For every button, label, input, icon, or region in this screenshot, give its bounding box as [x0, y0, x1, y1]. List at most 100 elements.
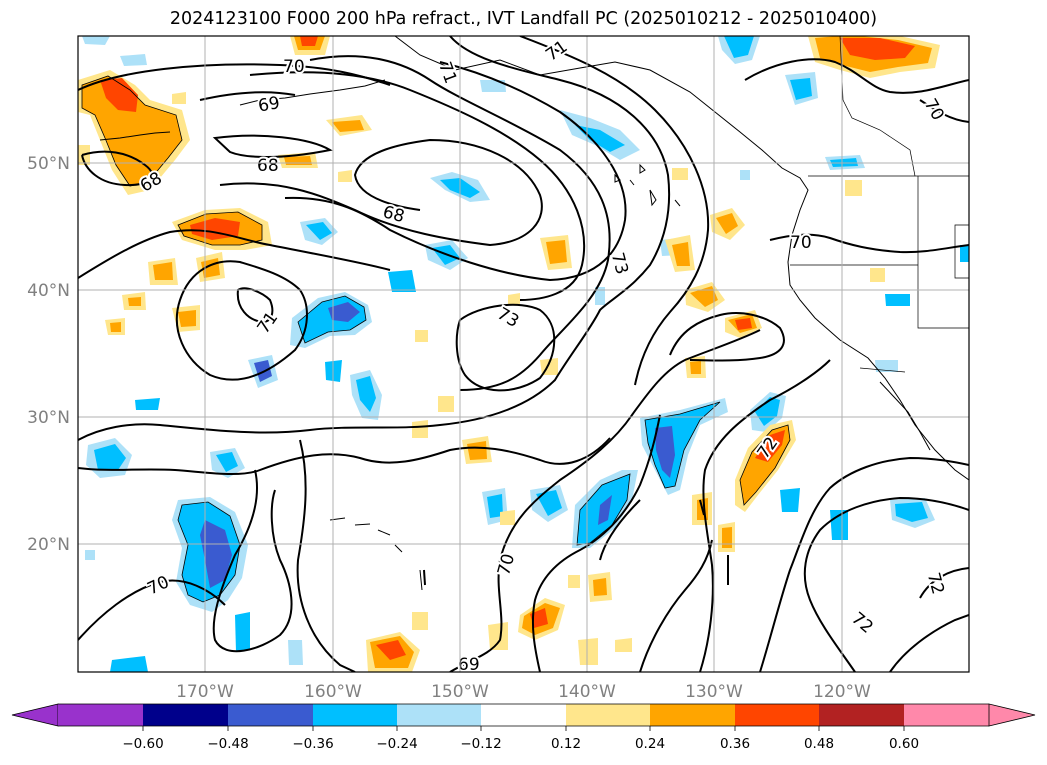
contour-label: 68 [257, 156, 279, 176]
contour-line [889, 614, 969, 672]
pos-shade-region [690, 286, 718, 307]
pos-shade-region [508, 293, 520, 305]
contour-line [296, 439, 356, 672]
coastline [239, 79, 386, 106]
pos-shade-region [500, 510, 515, 525]
neg-shade-region [120, 54, 147, 66]
pos-shade-region [153, 262, 173, 280]
longitude-labels: 170°W 160°W 150°W 140°W 130°W 120°W [176, 682, 871, 702]
pos-shade-region [172, 92, 186, 104]
neg-shade-region [755, 397, 780, 426]
pos-shade-region [672, 242, 690, 266]
lat-tick-label: 20°N [27, 535, 70, 555]
colorbar-tick-label: −0.60 [122, 736, 163, 752]
contour-line [78, 579, 226, 641]
coastline [99, 131, 171, 141]
contour-line [599, 499, 641, 561]
colorbar-tick-label: 0.24 [635, 736, 665, 752]
neg-shade-region [216, 452, 238, 472]
neg-shade-region [388, 270, 416, 292]
pos-shade-region [438, 396, 454, 412]
latitude-labels: 20°N 30°N 40°N 50°N [27, 154, 70, 555]
neg-shade-region [780, 488, 800, 512]
neg-shade-region [328, 302, 360, 322]
pos-shade-region [338, 170, 352, 182]
colorbar-tick-labels: −0.60 −0.48 −0.36 −0.24 −0.12 0.12 0.24 … [122, 736, 919, 752]
colorbar-tick-label: −0.36 [292, 736, 333, 752]
contours [78, 36, 969, 672]
colorbar-extend-low [11, 703, 59, 727]
pos-shade-region [332, 120, 364, 132]
contour-line [81, 150, 153, 187]
colorbar-tick-label: −0.12 [460, 736, 501, 752]
neg-shade-region [306, 222, 332, 240]
neg-shade-region [82, 36, 110, 45]
neg-shade-region [110, 656, 148, 672]
contour-line [249, 71, 586, 301]
lon-tick-label: 160°W [304, 682, 362, 702]
pos-shade-region [735, 318, 752, 330]
neg-shade-region [885, 294, 910, 306]
pos-shade-region [845, 180, 862, 196]
contour-line [699, 359, 831, 672]
neg-shade-region [135, 398, 160, 410]
colorbar-tick-label: 0.12 [551, 736, 581, 752]
pos-shade-region [546, 240, 567, 264]
coastlines [99, 36, 969, 591]
pos-shade-region [110, 322, 121, 332]
lat-tick-label: 50°N [27, 154, 70, 174]
contour-line [175, 260, 308, 381]
contour-line [309, 55, 611, 391]
pos-shade-region [100, 78, 138, 112]
pos-shade-region [716, 213, 738, 234]
neg-shade-region [356, 376, 376, 412]
contour-line [769, 233, 969, 254]
colorbar-extend-high [988, 703, 1036, 727]
contour-line [449, 329, 761, 672]
colorbar-swatch [819, 704, 904, 726]
lon-tick-label: 170°W [176, 682, 234, 702]
coastline [879, 381, 931, 451]
colorbar-swatch [650, 704, 735, 726]
shading-positive [78, 36, 940, 672]
pos-shade-region [178, 310, 196, 327]
contour-line [78, 229, 391, 279]
coastline [394, 36, 969, 481]
pos-shade-region [755, 430, 785, 462]
colorbar-swatch [143, 704, 228, 726]
contour-line [669, 312, 785, 362]
neg-shade-region [288, 640, 303, 665]
contour-line [212, 469, 293, 653]
pos-shade-region [578, 638, 598, 665]
pos-shade-region [488, 622, 508, 650]
neg-shade-region [235, 612, 250, 652]
neg-shade-region [724, 36, 754, 58]
lat-tick-label: 40°N [27, 281, 70, 301]
colorbar-tick-label: −0.48 [207, 736, 248, 752]
neg-shade-region [895, 502, 928, 522]
pos-shade-region [412, 612, 428, 630]
map-frame [77, 35, 970, 673]
colorbar-tick-label: 0.36 [720, 736, 750, 752]
neg-shade-region [790, 78, 812, 100]
pos-shade-region [540, 358, 558, 375]
contour-line [78, 437, 611, 476]
pos-shade-region [128, 297, 141, 306]
colorbar-swatch [397, 704, 481, 726]
colorbar-swatch [904, 704, 989, 726]
pos-shade-region [467, 441, 487, 460]
contour-line [423, 499, 729, 586]
pos-shade-region [284, 156, 312, 165]
colorbar-ticks [142, 726, 905, 731]
lon-tick-label: 150°W [431, 682, 489, 702]
contour-line [78, 36, 671, 441]
pos-shade-region [615, 638, 632, 652]
pos-shade-region [300, 36, 318, 46]
lon-tick-label: 140°W [558, 682, 616, 702]
neg-shade-region [595, 287, 605, 305]
contour-line [284, 61, 627, 282]
neg-shade-region [85, 550, 95, 560]
contour-line [212, 134, 333, 158]
contour-line [531, 414, 661, 672]
